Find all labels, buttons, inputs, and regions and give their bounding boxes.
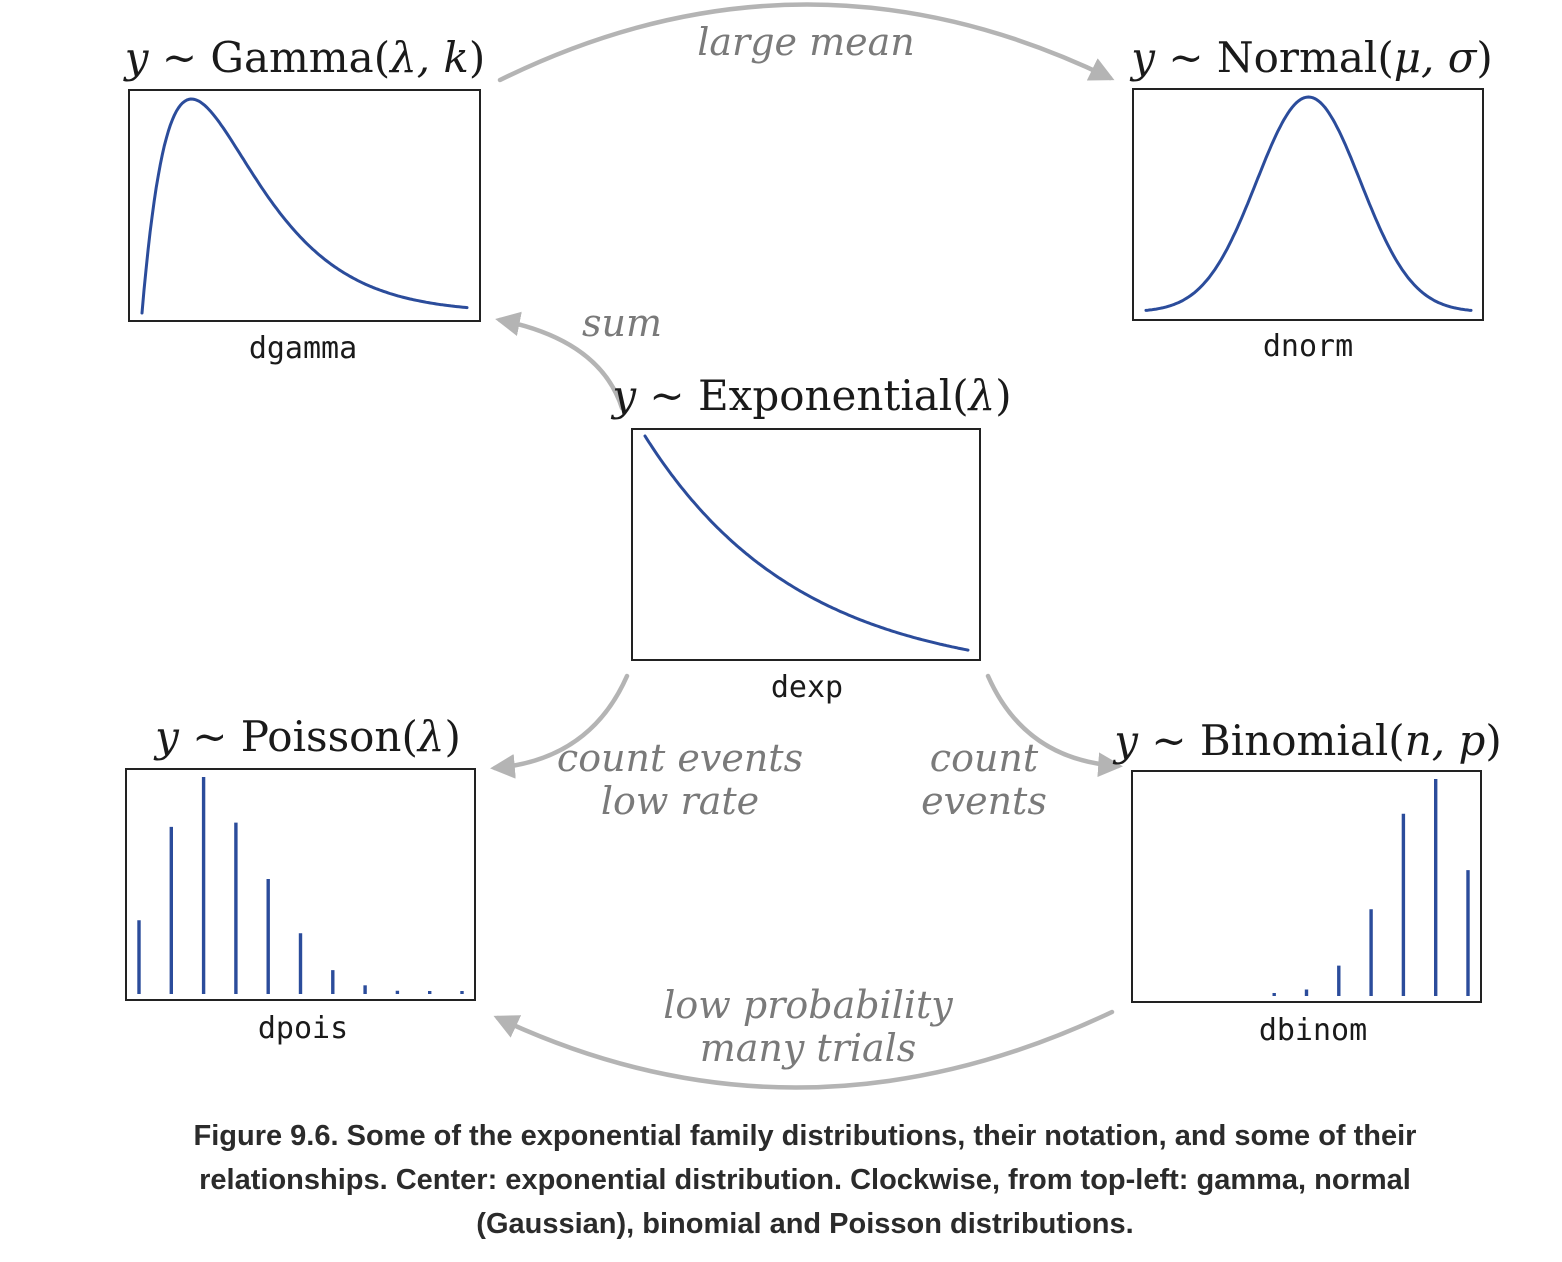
exponential-density-curve	[643, 434, 970, 652]
node-poisson: y ~ Poisson(λ) dpois	[125, 712, 476, 1046]
binomial-title: y ~ Binomial(n, p)	[1112, 716, 1501, 765]
edge-label-count-events-line1: count events	[557, 736, 803, 780]
gamma-plot-frame	[128, 89, 481, 322]
figure-caption: Figure 9.6. Some of the exponential fami…	[193, 1120, 1417, 1240]
binomial-plot-frame	[1131, 770, 1482, 1003]
gamma-function-name: dgamma	[249, 331, 357, 366]
normal-plot-frame	[1132, 88, 1484, 321]
edge-label-count-line2: events	[921, 779, 1047, 823]
exponential-title: y ~ Exponential(λ)	[610, 371, 1011, 420]
normal-density-curve	[1144, 95, 1473, 312]
normal-title: y ~ Normal(μ, σ)	[1129, 33, 1493, 82]
arrow-exponential-to-poisson	[490, 673, 630, 779]
gamma-title: y ~ Gamma(λ, k)	[123, 33, 486, 82]
arrow-gamma-to-normal	[497, 2, 1115, 83]
edge-label-sum: sum	[582, 301, 662, 345]
arrow-binomial-to-poisson	[493, 1009, 1115, 1090]
arrow-exponential-to-binomial	[985, 673, 1123, 778]
gamma-density-curve	[140, 97, 469, 315]
exponential-function-name: dexp	[771, 670, 843, 705]
edge-label-low-probability-line1: low probability	[663, 983, 953, 1027]
node-exponential: y ~ Exponential(λ) dexp	[610, 371, 1011, 705]
node-gamma: y ~ Gamma(λ, k) dgamma	[123, 33, 486, 366]
exponential-plot-frame	[631, 428, 981, 661]
poisson-function-name: dpois	[258, 1011, 348, 1046]
binomial-spike-group	[1272, 779, 1470, 996]
poisson-title: y ~ Poisson(λ)	[153, 712, 461, 761]
edge-label-large-mean: large mean	[697, 20, 915, 64]
edge-label-count-events-line2: low rate	[601, 779, 759, 823]
edge-label-count-line1: count	[930, 736, 1039, 780]
binomial-function-name: dbinom	[1259, 1013, 1367, 1048]
arrow-exponential-to-gamma	[495, 311, 625, 411]
edge-label-low-probability-line2: many trials	[700, 1026, 917, 1070]
normal-function-name: dnorm	[1263, 329, 1353, 364]
node-normal: y ~ Normal(μ, σ) dnorm	[1129, 33, 1493, 364]
poisson-spike-group	[137, 777, 464, 994]
node-binomial: y ~ Binomial(n, p) dbinom	[1112, 716, 1501, 1048]
